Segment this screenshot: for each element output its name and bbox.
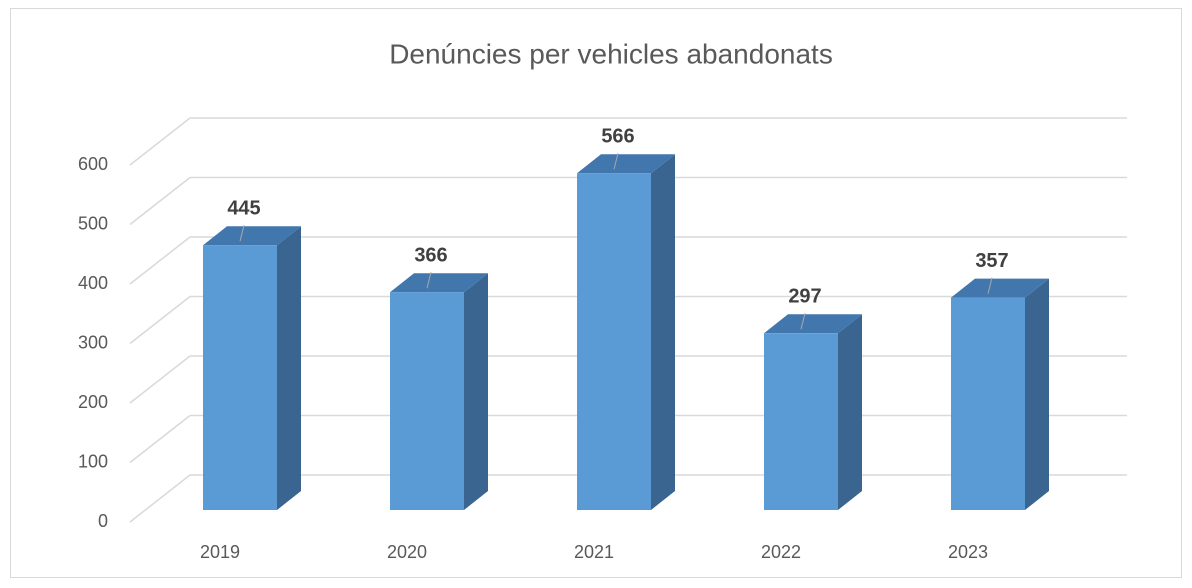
y-tick-label: 500 bbox=[78, 213, 108, 233]
bar-top bbox=[764, 314, 862, 334]
bar bbox=[577, 173, 651, 511]
grid-line bbox=[129, 355, 191, 404]
x-tick-label: 2020 bbox=[387, 542, 427, 562]
grid-line bbox=[129, 295, 191, 345]
y-tick-label: 200 bbox=[78, 392, 108, 412]
x-tick-label: 2023 bbox=[948, 542, 988, 562]
bar bbox=[951, 297, 1025, 510]
data-label: 366 bbox=[414, 245, 447, 267]
x-tick-label: 2021 bbox=[574, 542, 614, 562]
bar bbox=[390, 292, 464, 510]
bar-top bbox=[577, 154, 675, 174]
data-label: 297 bbox=[788, 286, 821, 308]
bar-side bbox=[838, 314, 862, 510]
bar-top bbox=[951, 278, 1049, 298]
x-tick-label: 2019 bbox=[200, 542, 240, 562]
bar-side bbox=[464, 273, 488, 510]
leader-line bbox=[239, 225, 245, 242]
y-tick-label: 300 bbox=[78, 332, 108, 352]
bar-side bbox=[651, 154, 675, 511]
data-label: 566 bbox=[601, 126, 634, 148]
grid-line bbox=[129, 414, 191, 464]
data-label: 357 bbox=[975, 250, 1008, 272]
bar-top bbox=[390, 273, 488, 293]
bar bbox=[764, 333, 838, 510]
leader-line bbox=[613, 153, 619, 170]
y-tick-label: 600 bbox=[78, 154, 108, 174]
y-tick-label: 100 bbox=[78, 451, 108, 471]
grid-line bbox=[129, 474, 191, 523]
bar-top bbox=[203, 226, 301, 246]
chart-title: Denúncies per vehicles abandonats bbox=[389, 38, 833, 69]
leader-line bbox=[800, 313, 806, 330]
grid-line bbox=[129, 117, 191, 166]
data-label: 445 bbox=[227, 198, 260, 220]
grid-line bbox=[129, 236, 191, 285]
leader-line bbox=[987, 277, 993, 294]
y-tick-label: 400 bbox=[78, 273, 108, 293]
x-tick-label: 2022 bbox=[761, 542, 801, 562]
y-tick-label: 0 bbox=[98, 511, 108, 531]
leader-line bbox=[426, 272, 432, 289]
grid-line bbox=[129, 176, 191, 226]
bar-side bbox=[1025, 278, 1049, 510]
bar-side bbox=[277, 226, 301, 510]
bar bbox=[203, 245, 277, 510]
